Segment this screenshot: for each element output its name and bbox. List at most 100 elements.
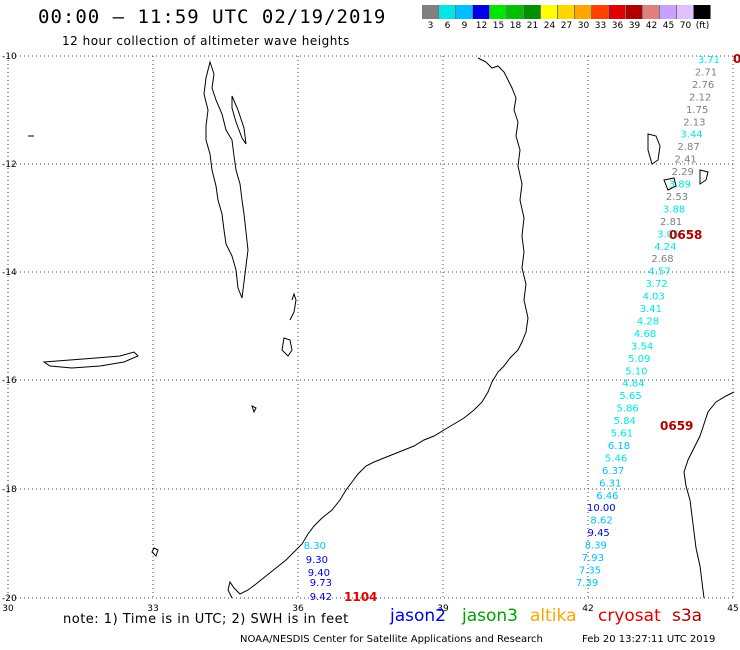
map-subtitle: 12 hour collection of altimeter wave hei…: [62, 34, 350, 48]
swh-value: 7.35: [579, 565, 601, 576]
color-scale-swatch: [507, 5, 524, 19]
swh-value: 2.41: [675, 155, 697, 166]
latitude-label: -18: [2, 485, 17, 495]
swh-value: 10.00: [587, 503, 616, 514]
legend-entry-cryosat: cryosat: [598, 606, 661, 626]
lake-malawi-inner: [231, 95, 247, 145]
color-scale-label: 3: [427, 21, 434, 31]
swh-value: 9.45: [588, 528, 610, 539]
swh-value: 9.40: [308, 568, 330, 579]
madagascar-coastline: [683, 391, 735, 599]
swh-value: 4.28: [637, 316, 659, 327]
swh-value: 9.73: [310, 578, 332, 589]
color-scale-label: 70: [679, 21, 692, 31]
swh-value: 3.88: [663, 204, 685, 215]
swh-value: 5.46: [605, 453, 627, 464]
swh-value: 1.75: [686, 105, 708, 116]
color-scale-label: 21: [526, 21, 539, 31]
latitude-labels: -10 -12 -14 -16 -18 -20: [2, 52, 17, 604]
color-scale-label: 6: [444, 21, 451, 31]
swh-value: 5.09: [628, 354, 650, 365]
swh-value: 3.89: [669, 180, 691, 191]
swh-value: 3.05: [657, 229, 679, 240]
longitude-label: 33: [147, 604, 158, 614]
color-scale-swatch: [677, 5, 694, 19]
color-scale-label: 30: [577, 21, 590, 31]
color-scale-label: (ft): [695, 21, 710, 31]
swh-value: 5.84: [614, 416, 636, 427]
color-scale-label: 15: [492, 21, 505, 31]
color-scale-swatch: [422, 5, 439, 19]
color-scale-bar: [422, 5, 711, 19]
color-scale-swatch: [694, 5, 711, 19]
swh-value: 5.61: [611, 429, 633, 440]
credit-line: NOAA/NESDIS Center for Satellite Applica…: [240, 634, 543, 645]
swh-value: 2.29: [672, 167, 694, 178]
color-scale-swatch: [524, 5, 541, 19]
pass-time-label: 1104: [344, 590, 377, 604]
swh-value: 3.44: [680, 130, 702, 141]
swh-value: 7.93: [582, 553, 604, 564]
swh-value: 5.65: [619, 391, 641, 402]
color-scale-swatch: [592, 5, 609, 19]
latitude-label: -20: [2, 594, 17, 604]
pass-time-label: 0: [733, 52, 740, 66]
generation-timestamp: Feb 20 13:27:11 UTC 2019: [582, 634, 716, 645]
swh-value: 4.03: [643, 292, 665, 303]
swh-value: 5.86: [617, 404, 639, 415]
longitude-label: 39: [437, 604, 449, 614]
legend-entry-altika: altika: [530, 606, 577, 626]
swh-value: 3.41: [640, 304, 662, 315]
longitude-label: 36: [292, 604, 304, 614]
color-scale-label: 42: [645, 21, 658, 31]
swh-value: 2.87: [677, 142, 699, 153]
small-island: [151, 547, 159, 557]
color-scale-swatch: [473, 5, 490, 19]
swh-value: 2.76: [692, 80, 714, 91]
swh-value: 2.68: [651, 254, 673, 265]
swh-value: 4.68: [634, 329, 656, 340]
legend-entry-jason2: jason2: [390, 606, 446, 626]
swh-value: 5.10: [625, 366, 647, 377]
wave-height-observations: 3.712.71 2.762.12 1.752.13 3.442.87 2.412.29…: [304, 55, 720, 603]
color-scale-label: 12: [475, 21, 488, 31]
swh-value: 2.12: [689, 92, 711, 103]
latitude-label: -10: [2, 52, 17, 62]
color-scale-label: 27: [560, 21, 573, 31]
color-scale-label: 33: [594, 21, 607, 31]
longitude-label: 42: [582, 604, 593, 614]
longitude-labels: 30 33 36 39 42 45: [2, 604, 738, 614]
color-scale-swatch: [541, 5, 558, 19]
lake-malawi: [203, 60, 249, 299]
color-scale-label: 24: [543, 21, 556, 31]
swh-value: 8.62: [590, 516, 612, 527]
shire-river: [289, 292, 297, 321]
swh-value: 8.39: [585, 541, 607, 552]
lake-chilwa: [281, 337, 293, 357]
swh-value: 9.42: [310, 592, 332, 603]
graticule: [7, 55, 734, 599]
color-scale-swatch: [575, 5, 592, 19]
color-scale-label: 36: [611, 21, 624, 31]
swh-value: 2.13: [683, 117, 705, 128]
legend-entry-jason3: jason3: [462, 606, 518, 626]
color-scale-swatch: [609, 5, 626, 19]
color-scale-label: 9: [461, 21, 468, 31]
color-scale-swatch: [558, 5, 575, 19]
color-scale-swatch: [439, 5, 456, 19]
lake-cahora-bassa: [42, 351, 139, 369]
pass-time-label: 0659: [660, 419, 693, 433]
color-scale-label: 45: [662, 21, 675, 31]
satellite-pass-times: 0658 0659 1104 0: [344, 52, 740, 604]
latitude-label: -14: [2, 268, 17, 278]
swh-value: 3.72: [646, 279, 668, 290]
swh-value: 6.46: [596, 491, 618, 502]
swh-value: 2.81: [660, 217, 682, 228]
color-scale-labels: 3 6 9 12 15 18 21 24 27 30 33 36 39 42 45 70 (ft): [422, 21, 711, 31]
swh-value: 2.71: [695, 67, 717, 78]
swh-value: 8.30: [304, 541, 326, 552]
mayotte: [699, 169, 709, 185]
legend-entry-s3a: s3a: [672, 606, 703, 626]
comoros-island-2: [663, 177, 677, 191]
color-scale-swatch: [490, 5, 507, 19]
